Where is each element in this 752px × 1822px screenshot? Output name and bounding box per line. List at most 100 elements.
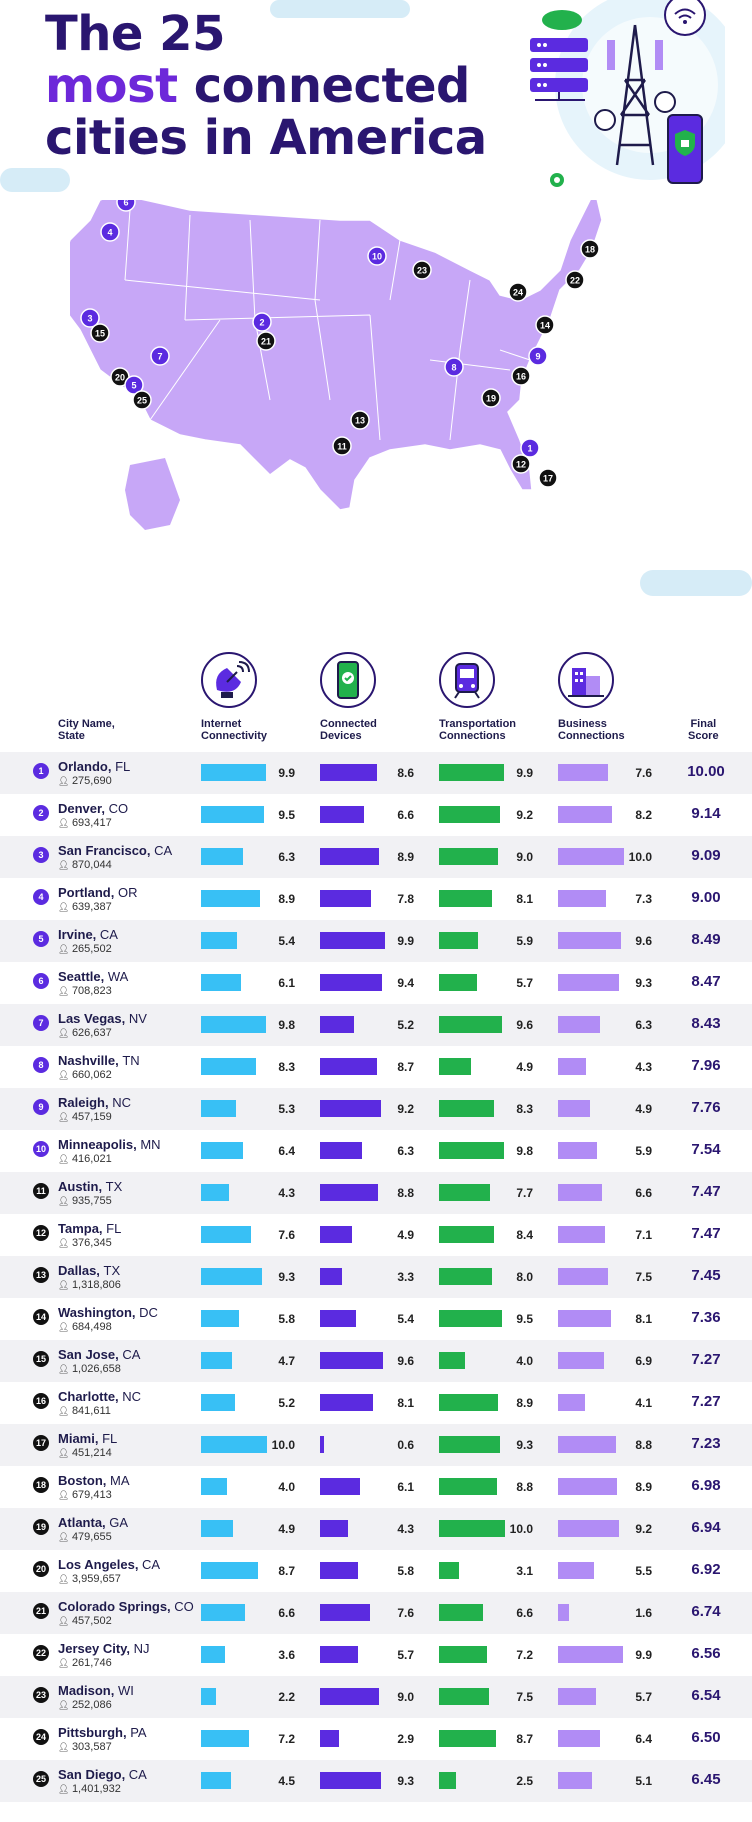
transport-bar xyxy=(439,1226,495,1243)
person-icon: 👤︎ xyxy=(58,1406,72,1416)
internet-bar xyxy=(201,1310,240,1327)
city-label: Pittsburgh, xyxy=(58,1725,131,1740)
devices-value: 7.8 xyxy=(397,892,414,906)
devices-bar xyxy=(320,1688,380,1705)
business-value: 9.2 xyxy=(635,1522,652,1536)
state-label: CA xyxy=(122,1347,141,1362)
population: 👤︎ 1,401,932 xyxy=(58,1783,121,1795)
internet-bar xyxy=(201,1142,244,1159)
person-icon: 👤︎ xyxy=(58,1490,72,1500)
internet-value: 5.2 xyxy=(278,1396,295,1410)
map-marker-label: 8 xyxy=(451,363,456,373)
city-label: Orlando, xyxy=(58,759,116,774)
devices-value: 8.8 xyxy=(397,1186,414,1200)
final-score: 8.43 xyxy=(691,1015,721,1032)
map-marker-3: 3 xyxy=(80,308,100,328)
person-icon: 👤︎ xyxy=(58,1532,72,1542)
person-icon: 👤︎ xyxy=(58,1238,72,1248)
city-name: Los Angeles, CA xyxy=(58,1557,160,1572)
state-label: MA xyxy=(110,1473,130,1488)
transport-value: 7.5 xyxy=(516,1690,533,1704)
map-marker-23: 23 xyxy=(412,260,432,280)
population: 👤︎ 870,044 xyxy=(58,859,112,871)
map-marker-label: 9 xyxy=(535,352,540,362)
devices-bar xyxy=(320,1268,342,1285)
devices-value: 2.9 xyxy=(397,1732,414,1746)
business-bar xyxy=(558,1604,569,1621)
devices-bar xyxy=(320,932,386,949)
city-name: Dallas, TX xyxy=(58,1263,120,1278)
devices-value: 5.4 xyxy=(397,1312,414,1326)
internet-bar xyxy=(201,1478,228,1495)
internet-value: 2.2 xyxy=(278,1690,295,1704)
state-label: MN xyxy=(140,1137,161,1152)
state-label: FL xyxy=(106,1221,122,1236)
devices-value: 3.3 xyxy=(397,1270,414,1284)
business-value: 9.6 xyxy=(635,934,652,948)
transport-value: 8.8 xyxy=(516,1480,533,1494)
state-label: NV xyxy=(128,1011,147,1026)
rank-badge: 1 xyxy=(33,763,49,779)
population-value: 275,690 xyxy=(71,775,112,787)
city-name: Washington, DC xyxy=(58,1305,158,1320)
state-label: WA xyxy=(107,969,129,984)
rank-badge: 13 xyxy=(33,1267,49,1283)
person-icon: 👤︎ xyxy=(58,986,72,996)
city-name: San Francisco, CA xyxy=(58,843,172,858)
transport-value: 9.3 xyxy=(516,1438,533,1452)
rank-badge: 12 xyxy=(33,1225,49,1241)
internet-value: 6.3 xyxy=(278,850,295,864)
business-value: 9.3 xyxy=(635,976,652,990)
rank-badge: 9 xyxy=(33,1099,49,1115)
transport-bar xyxy=(439,1142,504,1159)
person-icon: 👤︎ xyxy=(58,1322,72,1332)
table-row: 15 San Jose, CA 👤︎ 1,026,658 4.7 9.6 4.0 6.9 7.… xyxy=(0,1340,752,1382)
city-label: Irvine, xyxy=(58,927,100,942)
satellite-dish-icon xyxy=(201,652,257,708)
person-icon: 👤︎ xyxy=(58,1574,72,1584)
business-value: 8.2 xyxy=(635,808,652,822)
map-marker-label: 10 xyxy=(372,252,382,262)
city-label: San Diego, xyxy=(58,1767,129,1782)
transport-value: 9.5 xyxy=(516,1312,533,1326)
state-label: NJ xyxy=(133,1641,150,1656)
business-value: 1.6 xyxy=(635,1606,652,1620)
internet-bar xyxy=(201,1226,252,1243)
transport-value: 5.9 xyxy=(516,934,533,948)
population-value: 265,502 xyxy=(71,943,112,955)
population: 👤︎ 3,959,657 xyxy=(58,1573,121,1585)
map-marker-label: 18 xyxy=(585,245,595,255)
devices-value: 0.6 xyxy=(397,1438,414,1452)
devices-value: 9.6 xyxy=(397,1354,414,1368)
business-bar xyxy=(558,1688,596,1705)
population: 👤︎ 1,318,806 xyxy=(58,1279,121,1291)
map-marker-label: 25 xyxy=(137,396,147,406)
rank-badge: 23 xyxy=(33,1687,49,1703)
rank-badge: 14 xyxy=(33,1309,49,1325)
devices-bar xyxy=(320,1394,374,1411)
city-name: Boston, MA xyxy=(58,1473,130,1488)
population: 👤︎ 479,655 xyxy=(58,1531,112,1543)
business-bar xyxy=(558,1310,612,1327)
devices-value: 6.3 xyxy=(397,1144,414,1158)
population: 👤︎ 639,387 xyxy=(58,901,112,913)
transport-value: 3.1 xyxy=(516,1564,533,1578)
population-value: 626,637 xyxy=(71,1027,112,1039)
devices-value: 8.7 xyxy=(397,1060,414,1074)
internet-bar xyxy=(201,890,260,907)
transport-bar xyxy=(439,1730,497,1747)
map-marker-10: 10 xyxy=(367,246,387,266)
transport-bar xyxy=(439,1184,490,1201)
population: 👤︎ 261,746 xyxy=(58,1657,112,1669)
city-name: Minneapolis, MN xyxy=(58,1137,161,1152)
title-accent: most xyxy=(45,58,178,114)
devices-value: 9.3 xyxy=(397,1774,414,1788)
devices-bar xyxy=(320,1604,371,1621)
internet-value: 6.6 xyxy=(278,1606,295,1620)
map-marker-24: 24 xyxy=(508,282,528,302)
business-bar xyxy=(558,890,607,907)
transport-value: 4.0 xyxy=(516,1354,533,1368)
title-line-2: most connected xyxy=(45,60,487,112)
business-value: 9.9 xyxy=(635,1648,652,1662)
population: 👤︎ 935,755 xyxy=(58,1195,112,1207)
